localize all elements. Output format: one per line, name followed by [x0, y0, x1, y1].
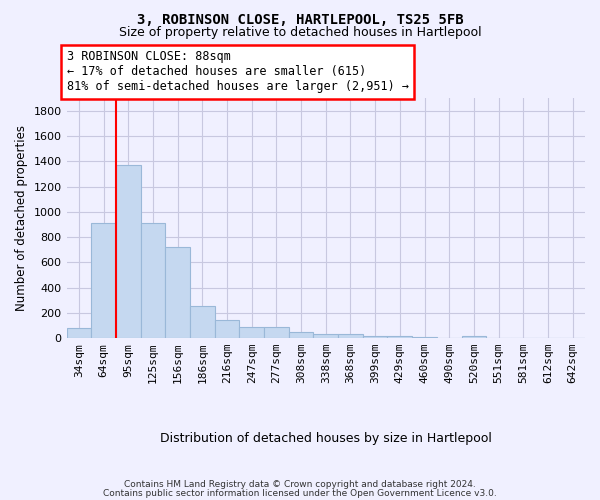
Bar [215, 320, 239, 338]
Bar [338, 334, 363, 338]
Text: Contains public sector information licensed under the Open Government Licence v3: Contains public sector information licen… [103, 489, 497, 498]
Text: Contains HM Land Registry data © Crown copyright and database right 2024.: Contains HM Land Registry data © Crown c… [124, 480, 476, 489]
Bar [313, 334, 338, 338]
Bar [363, 336, 388, 338]
Bar [91, 223, 116, 338]
Text: 3 ROBINSON CLOSE: 88sqm
← 17% of detached houses are smaller (615)
81% of semi-d: 3 ROBINSON CLOSE: 88sqm ← 17% of detache… [67, 50, 409, 94]
Bar [190, 306, 215, 338]
Bar [388, 336, 412, 338]
Text: 3, ROBINSON CLOSE, HARTLEPOOL, TS25 5FB: 3, ROBINSON CLOSE, HARTLEPOOL, TS25 5FB [137, 12, 463, 26]
Bar [412, 337, 437, 338]
Bar [165, 247, 190, 338]
Y-axis label: Number of detached properties: Number of detached properties [15, 125, 28, 311]
Text: Size of property relative to detached houses in Hartlepool: Size of property relative to detached ho… [119, 26, 481, 39]
Bar [239, 328, 264, 338]
Bar [289, 332, 313, 338]
Bar [140, 223, 165, 338]
Bar [461, 336, 486, 338]
X-axis label: Distribution of detached houses by size in Hartlepool: Distribution of detached houses by size … [160, 432, 492, 445]
Bar [67, 328, 91, 338]
Bar [264, 328, 289, 338]
Bar [116, 165, 140, 338]
